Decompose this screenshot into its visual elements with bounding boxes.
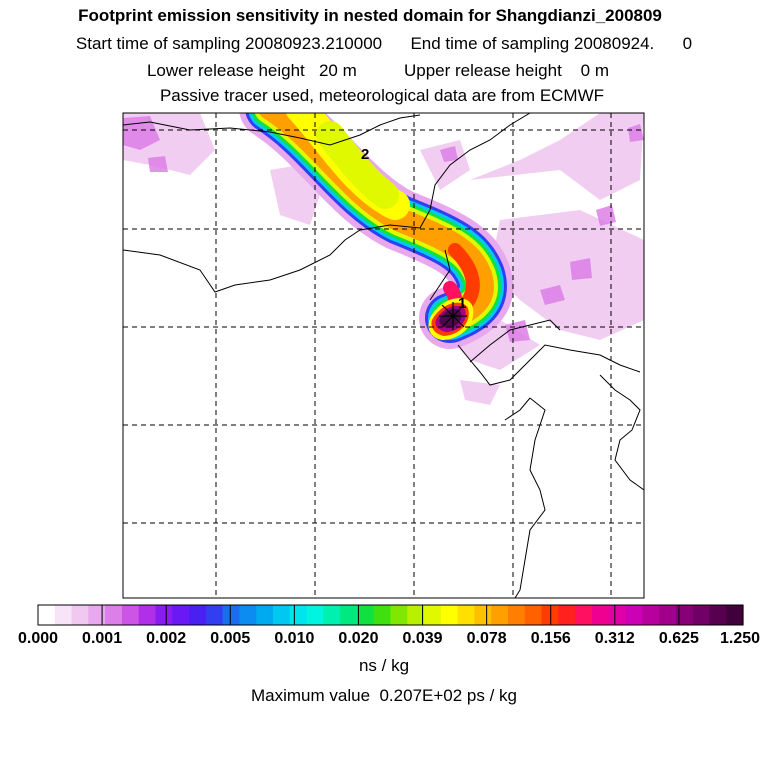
colorbar — [38, 605, 744, 625]
colorbar-swatch — [289, 605, 308, 625]
colorbar-swatch — [239, 605, 257, 625]
mid-sensitivity-patches — [123, 116, 644, 342]
colorbar-swatch — [726, 605, 744, 625]
plume — [239, 113, 513, 349]
colorbar-swatch — [71, 605, 89, 625]
colorbar-swatch — [172, 605, 190, 625]
colorbar-swatch — [474, 605, 492, 625]
release-height-line: Lower release height 20 m Upper release … — [146, 61, 610, 80]
colorbar-swatch — [424, 605, 442, 625]
colorbar-swatch — [88, 605, 106, 625]
colorbar-swatch — [356, 605, 375, 625]
coastlines — [123, 113, 644, 598]
colorbar-swatch — [709, 605, 727, 625]
colorbar-swatch — [323, 605, 341, 625]
colorbar-swatch — [407, 605, 425, 625]
colorbar-swatch — [121, 605, 140, 625]
colorbar-swatch — [692, 605, 711, 625]
colorbar-swatch — [306, 605, 324, 625]
colorbar-swatch — [524, 605, 543, 625]
map-field — [123, 113, 644, 598]
maximum-value-label: Maximum value 0.207E+02 ps / kg — [251, 686, 517, 705]
colorbar-swatch — [390, 605, 408, 625]
colorbar-swatch — [508, 605, 526, 625]
colorbar-swatch — [38, 605, 56, 625]
page-title: Footprint emission sensitivity in nested… — [78, 6, 662, 25]
colorbar-swatch — [189, 605, 207, 625]
colorbar-swatch — [273, 605, 291, 625]
colorbar-swatch — [591, 605, 610, 625]
colorbar-swatch — [608, 605, 627, 625]
colorbar-swatch — [105, 605, 123, 625]
colorbar-swatch — [440, 605, 459, 625]
colorbar-frame — [37, 604, 744, 626]
colorbar-swatch — [457, 605, 476, 625]
colorbar-units: ns / kg — [358, 656, 410, 675]
colorbar-swatch — [625, 605, 643, 625]
colorbar-dividers — [101, 605, 680, 625]
colorbar-swatch — [575, 605, 593, 625]
colorbar-swatch — [205, 605, 224, 625]
colorbar-swatch — [155, 605, 173, 625]
colorbar-swatch — [138, 605, 157, 625]
colorbar-swatch — [256, 605, 274, 625]
release-site-marker — [439, 302, 467, 330]
lat-lon-grid — [123, 113, 644, 598]
release-label-2: 2 — [361, 146, 370, 163]
colorbar-swatch — [54, 605, 73, 625]
colorbar-swatch — [373, 605, 392, 625]
tracer-info-line: Passive tracer used, meteorological data… — [159, 86, 605, 105]
sampling-time-line: Start time of sampling 20080923.210000 E… — [75, 34, 693, 53]
low-sensitivity-patches — [123, 113, 644, 405]
colorbar-swatch — [659, 605, 677, 625]
colorbar-swatch — [491, 605, 509, 625]
colorbar-swatch — [222, 605, 241, 625]
colorbar-swatch — [642, 605, 660, 625]
colorbar-swatch — [675, 605, 694, 625]
map-frame — [122, 112, 645, 599]
release-label-1: 1 — [458, 295, 467, 312]
colorbar-swatch — [558, 605, 576, 625]
colorbar-swatch — [340, 605, 358, 625]
